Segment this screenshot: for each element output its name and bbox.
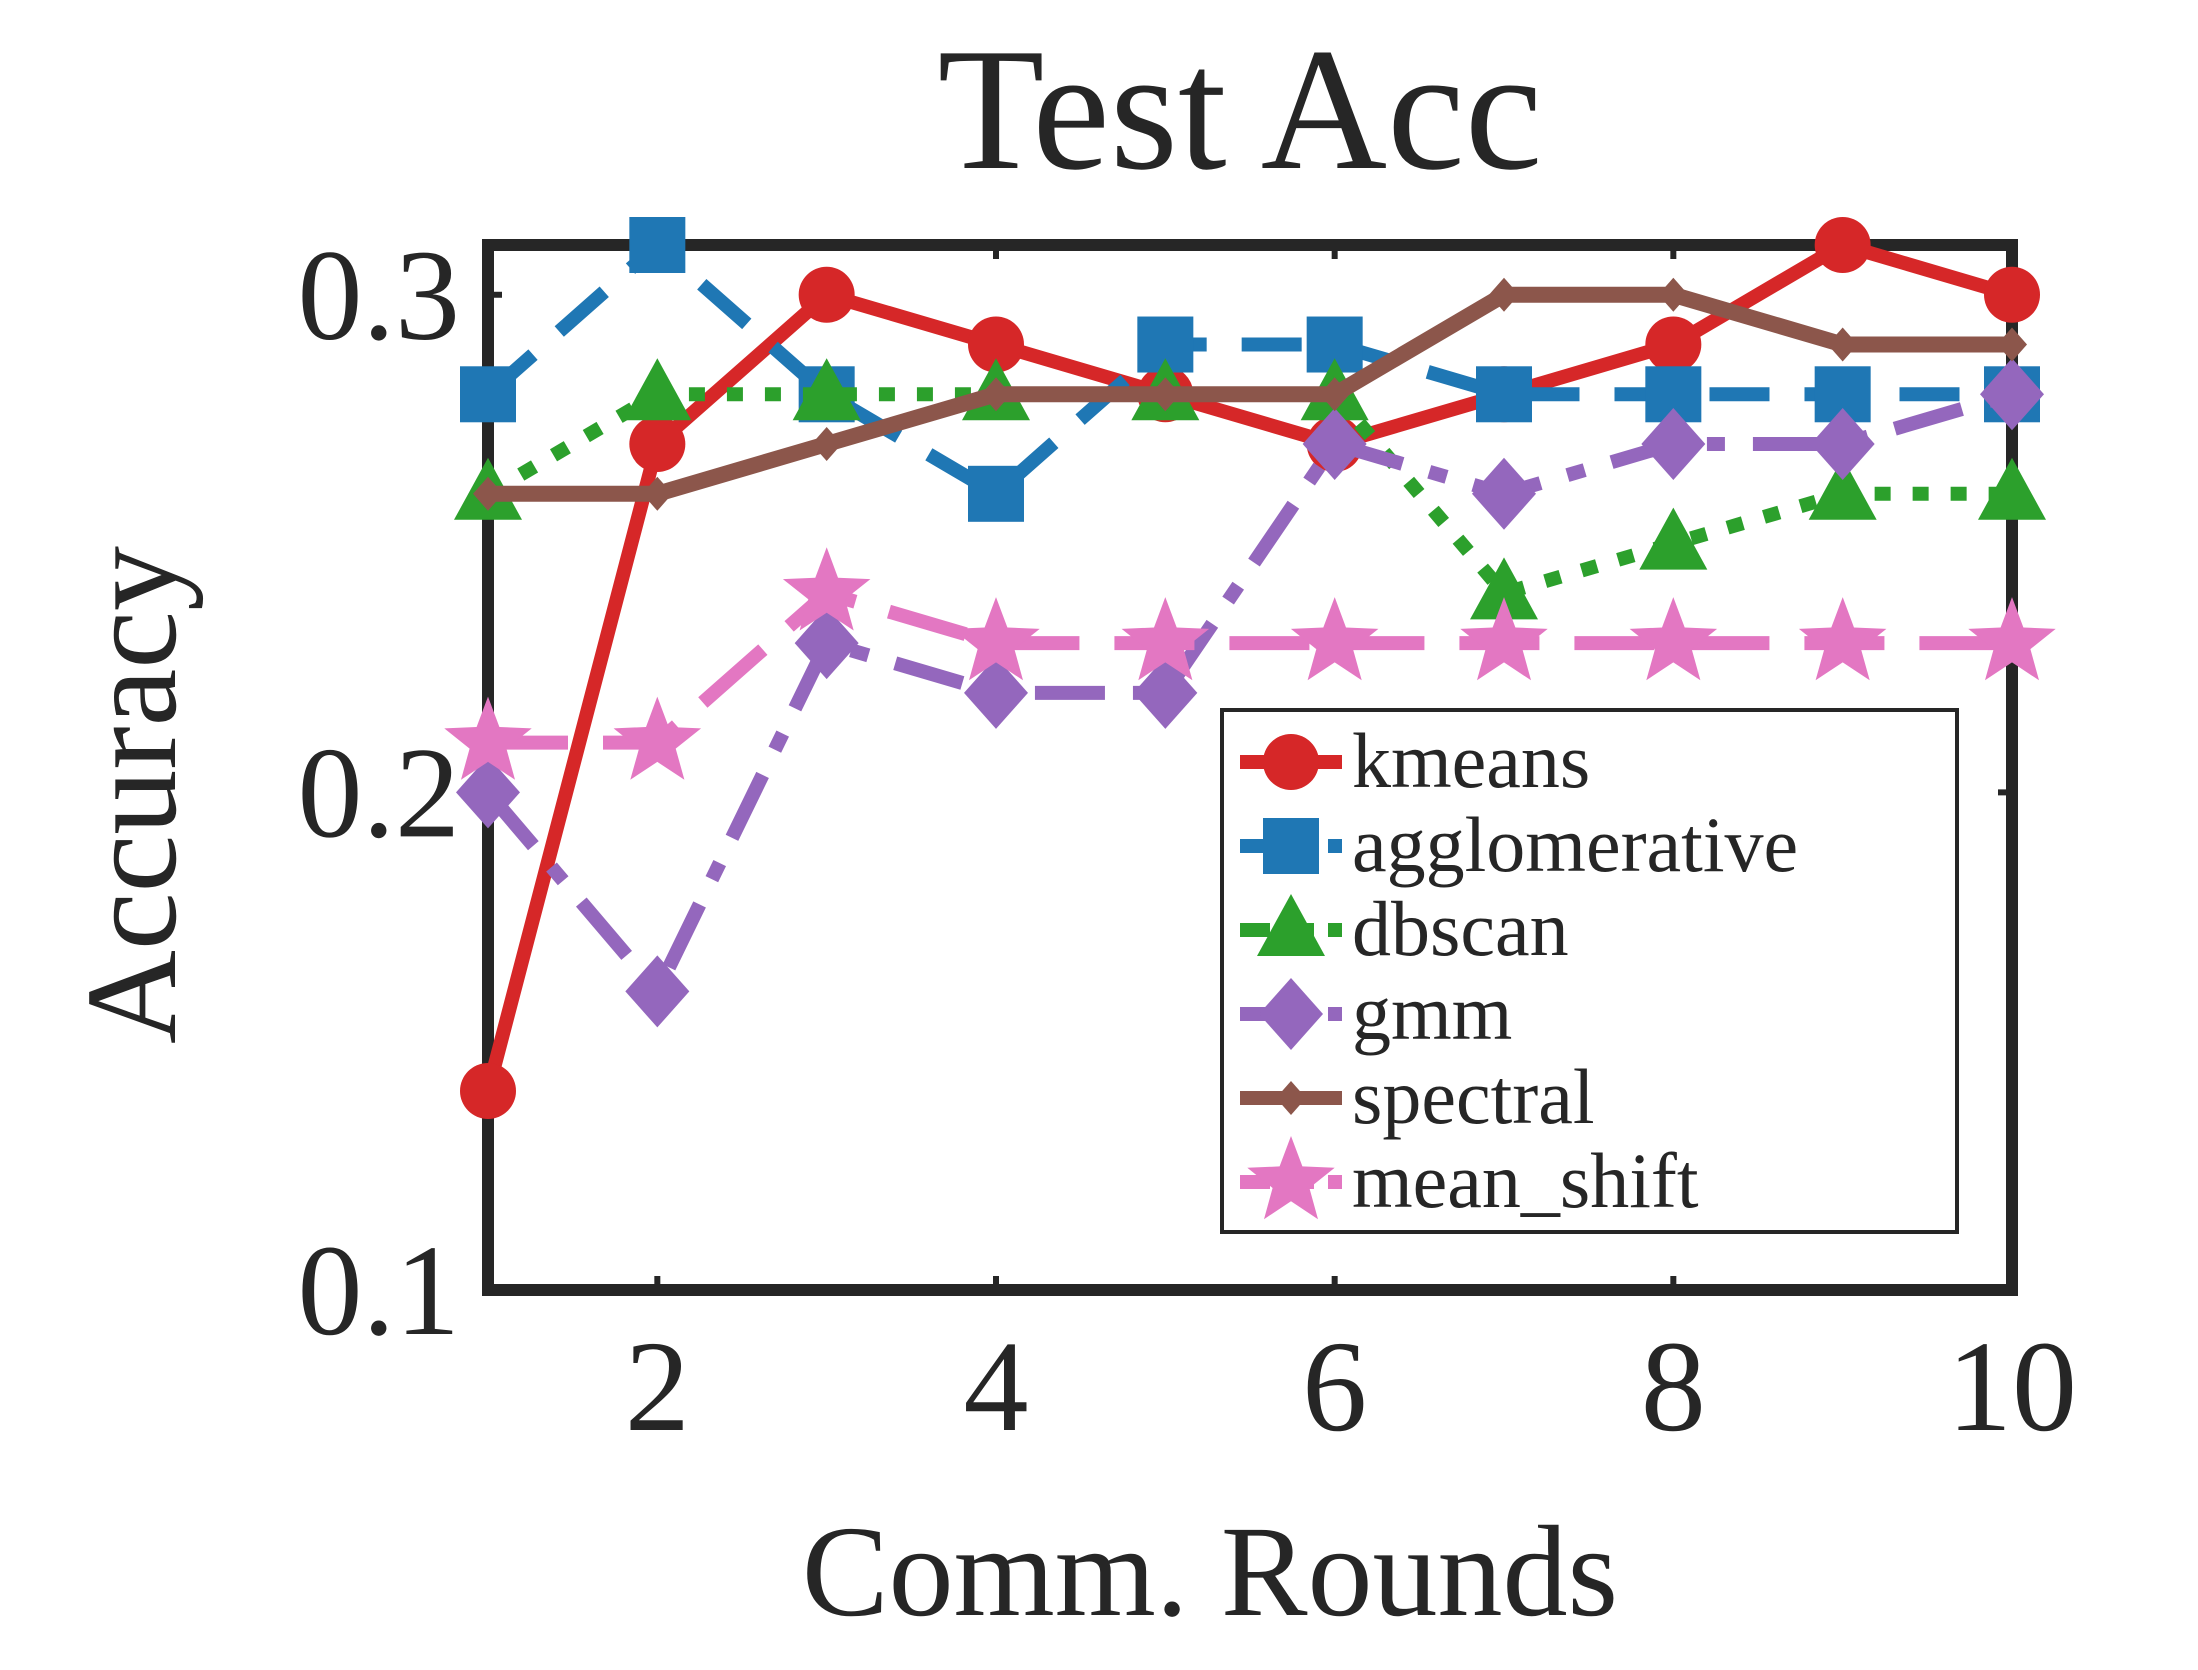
data-point-dbscan — [623, 358, 692, 421]
legend-entry-gmm: gmm — [1240, 969, 1512, 1056]
data-point-mean_shift — [1290, 597, 1379, 681]
legend-marker — [1263, 818, 1319, 874]
plot-area: 2 4 6 8 10 0.1 0.2 0.3 — [298, 217, 2077, 1459]
y-axis-label: Accuracy — [60, 546, 204, 1044]
legend-label: agglomerative — [1352, 801, 1798, 888]
data-point-spectral — [1827, 327, 1858, 362]
series-line-spectral — [488, 286, 2012, 502]
data-point-dbscan — [1808, 457, 1877, 520]
data-point-spectral — [1150, 377, 1181, 412]
data-point-spectral — [1997, 327, 2027, 362]
data-point-gmm — [625, 955, 690, 1028]
data-point-gmm — [1472, 457, 1536, 530]
legend-label: dbscan — [1352, 885, 1569, 972]
data-point-gmm — [964, 656, 1028, 729]
series-line-kmeans — [481, 238, 2014, 1093]
data-point-gmm — [1302, 408, 1367, 481]
data-point-gmm — [456, 756, 520, 829]
data-point-kmeans — [968, 316, 1024, 373]
x-axis-label: Comm. Rounds — [802, 1500, 1618, 1644]
legend-marker — [1247, 1136, 1335, 1220]
data-point-mean_shift — [782, 547, 871, 631]
series-gmm — [456, 358, 2044, 1028]
data-point-spectral — [1658, 277, 1689, 312]
data-point-agglomerative — [968, 465, 1024, 522]
x-tick-label: 10 — [1947, 1315, 2077, 1459]
data-point-kmeans — [1814, 217, 1871, 273]
x-tick-label: 8 — [1641, 1315, 1706, 1459]
data-point-gmm — [794, 607, 859, 680]
data-point-agglomerative — [629, 217, 686, 273]
legend-entry-spectral: spectral — [1240, 1053, 1595, 1140]
data-point-dbscan — [1639, 507, 1708, 570]
legend: kmeansagglomerativedbscangmmspectralmean… — [1220, 708, 1959, 1234]
legend-marker — [1263, 734, 1319, 790]
legend-label: spectral — [1352, 1053, 1595, 1140]
x-tick-label: 6 — [1302, 1315, 1367, 1459]
data-point-mean_shift — [613, 696, 702, 780]
data-point-dbscan — [1470, 557, 1538, 620]
data-point-spectral — [981, 377, 1011, 412]
data-point-gmm — [1133, 656, 1198, 729]
data-point-mean_shift — [952, 597, 1040, 681]
data-point-mean_shift — [1460, 597, 1548, 681]
data-point-mean_shift — [1121, 597, 1210, 681]
data-point-gmm — [1810, 408, 1875, 481]
data-point-mean_shift — [1798, 597, 1887, 681]
legend-entry-dbscan: dbscan — [1240, 885, 1569, 972]
series-spectral — [473, 277, 2027, 511]
data-point-spectral — [642, 476, 673, 511]
data-point-mean_shift — [1629, 597, 1718, 681]
data-point-mean_shift — [1968, 597, 2056, 681]
data-point-spectral — [1489, 277, 1519, 312]
series-line-dbscan — [484, 387, 2012, 601]
data-point-spectral — [473, 476, 503, 511]
legend-label: kmeans — [1352, 717, 1590, 804]
legend-entry-mean_shift: mean_shift — [1240, 1136, 1699, 1224]
data-point-spectral — [811, 427, 842, 462]
series-mean_shift — [444, 547, 2056, 780]
series-line-agglomerative — [483, 238, 2012, 501]
x-tick-label: 2 — [625, 1315, 690, 1459]
series-line-gmm — [482, 387, 2014, 999]
data-point-agglomerative — [460, 366, 516, 423]
data-point-kmeans — [1645, 316, 1702, 373]
legend-entry-agglomerative: agglomerative — [1240, 801, 1798, 888]
legend-label: mean_shift — [1352, 1137, 1699, 1224]
data-point-kmeans — [1984, 266, 2040, 323]
legend-marker — [1259, 978, 1323, 1050]
legend-entry-kmeans: kmeans — [1240, 717, 1590, 804]
y-tick-label: 0.3 — [298, 224, 461, 368]
data-point-gmm — [1980, 358, 2044, 431]
data-point-kmeans — [460, 1062, 516, 1119]
data-point-spectral — [1319, 377, 1350, 412]
data-point-kmeans — [798, 266, 855, 323]
legend-marker — [1276, 1081, 1306, 1115]
legend-label: gmm — [1352, 969, 1512, 1056]
data-point-dbscan — [792, 358, 861, 421]
chart-title: Test Acc — [938, 12, 1543, 206]
data-point-dbscan — [1978, 457, 2046, 520]
y-tick-label: 0.2 — [298, 721, 461, 865]
data-point-kmeans — [629, 416, 686, 473]
data-point-agglomerative — [1476, 366, 1532, 423]
x-tick-label: 4 — [964, 1315, 1029, 1459]
legend-marker — [1257, 894, 1325, 956]
legend-box — [1220, 708, 1959, 1234]
y-tick-label: 0.1 — [298, 1219, 461, 1363]
data-point-gmm — [1641, 408, 1706, 481]
data-point-mean_shift — [444, 696, 532, 780]
series-line-mean_shift — [488, 586, 2012, 750]
